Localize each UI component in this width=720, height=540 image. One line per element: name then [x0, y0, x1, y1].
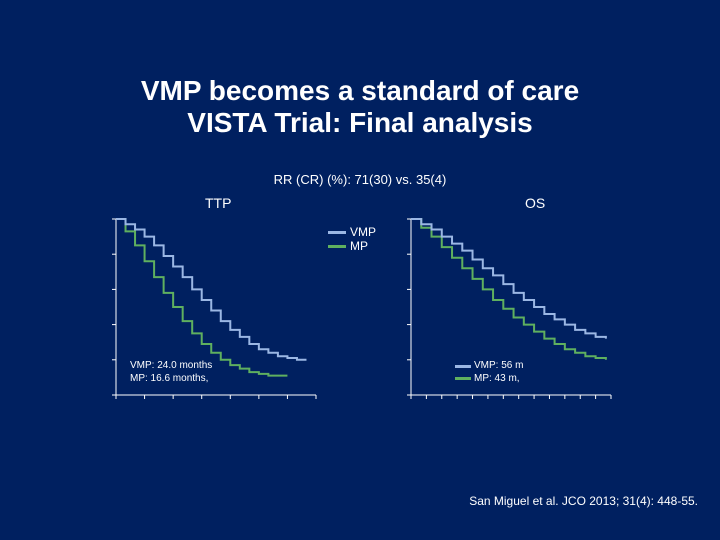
slide-title: VMP becomes a standard of care VISTA Tri… — [0, 75, 720, 139]
os-footnote-swatch-vmp — [455, 365, 471, 368]
os-footnote: VMP: 56 m MP: 43 m, — [455, 360, 523, 385]
os-label: OS — [525, 195, 545, 211]
ttp-footnote: VMP: 24.0 months MP: 16.6 months, — [130, 360, 212, 385]
title-line-2: VISTA Trial: Final analysis — [0, 107, 720, 139]
subtitle-text: RR (CR) (%): 71(30) vs. 35(4) — [0, 172, 720, 187]
charts-container: TTP OS VMP MP VMP: 24.0 months MP: 16.6 … — [110, 195, 615, 410]
legend-label-vmp: VMP — [350, 225, 376, 239]
os-footnote-line1: VMP: 56 m — [474, 360, 523, 373]
ttp-footnote-line1: VMP: 24.0 months — [130, 360, 212, 373]
legend-label-mp: MP — [350, 239, 368, 253]
legend-row-vmp: VMP — [328, 225, 376, 239]
os-footnote-row1: VMP: 56 m — [455, 360, 523, 373]
os-footnote-line2: MP: 43 m, — [474, 373, 520, 386]
title-line-1: VMP becomes a standard of care — [0, 75, 720, 107]
legend-row-mp: MP — [328, 239, 376, 253]
series-legend: VMP MP — [328, 225, 376, 254]
legend-swatch-mp — [328, 245, 346, 248]
ttp-label: TTP — [205, 195, 231, 211]
citation-text: San Miguel et al. JCO 2013; 31(4): 448-5… — [469, 494, 698, 508]
os-footnote-swatch-mp — [455, 377, 471, 380]
ttp-footnote-line2: MP: 16.6 months, — [130, 373, 212, 386]
os-footnote-row2: MP: 43 m, — [455, 373, 523, 386]
legend-swatch-vmp — [328, 231, 346, 234]
